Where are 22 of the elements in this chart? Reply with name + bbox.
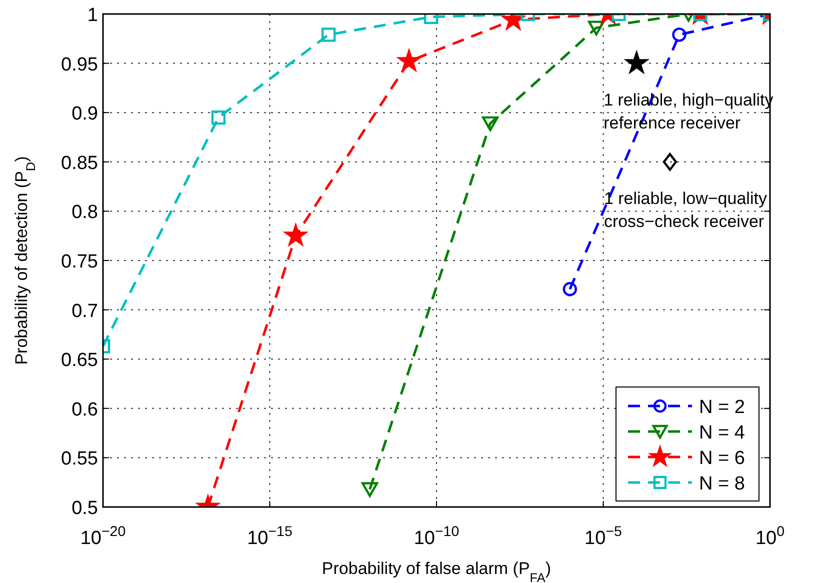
y-tick-label: 0.95 (61, 54, 98, 76)
y-tick-label: 0.7 (72, 300, 98, 322)
legend-label: N = 4 (699, 422, 746, 444)
y-tick-label: 0.65 (61, 350, 98, 372)
x-tick-label: 10$^{−20}$ (80, 524, 126, 549)
y-tick-label: 0.6 (72, 399, 98, 420)
x-axis-title: Probability of false alarm (P$_{FA}$) (322, 559, 552, 583)
legend-label: N = 6 (699, 448, 745, 469)
x-tick-label: 10$^{0}$ (755, 524, 785, 549)
y-tick-label: 0.9 (72, 104, 98, 125)
y-tick-label: 0.5 (72, 498, 98, 519)
y-tick-label: 1 (87, 5, 98, 26)
y-tick-label: 0.75 (61, 252, 98, 272)
y-tick-label: 0.55 (61, 448, 98, 470)
x-tick-label: 10$^{−10}$ (414, 524, 460, 549)
legend-label: N = 2 (699, 397, 745, 418)
x-tick-label: 10$^{−15}$ (247, 524, 292, 549)
x-tick-label: 10$^{−5}$ (584, 524, 622, 549)
y-tick-label: 0.85 (61, 152, 98, 174)
legend-label: N = 8 (699, 474, 745, 494)
annotation: 1 reliable, low−quality cross−check receiver (604, 188, 768, 231)
y-tick-label: 0.8 (72, 202, 98, 224)
